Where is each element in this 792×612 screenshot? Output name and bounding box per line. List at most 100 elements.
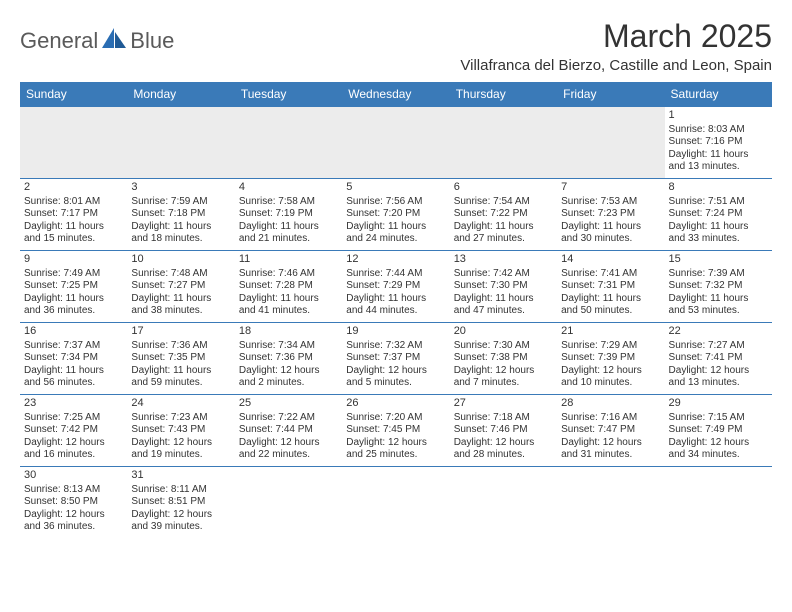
daylight-text: and 36 minutes. (24, 305, 123, 318)
calendar-day-cell: 28Sunrise: 7:16 AMSunset: 7:47 PMDayligh… (557, 395, 664, 467)
day-number: 27 (454, 397, 553, 411)
daylight-text: Daylight: 11 hours (346, 293, 445, 306)
sunset-text: Sunset: 7:43 PM (131, 424, 230, 437)
daylight-text: Daylight: 12 hours (454, 365, 553, 378)
daylight-text: and 28 minutes. (454, 449, 553, 462)
daylight-text: Daylight: 12 hours (346, 437, 445, 450)
daylight-text: and 13 minutes. (669, 161, 768, 174)
day-number: 1 (669, 109, 768, 123)
day-number: 7 (561, 181, 660, 195)
daylight-text: and 53 minutes. (669, 305, 768, 318)
sunset-text: Sunset: 7:22 PM (454, 208, 553, 221)
sunrise-text: Sunrise: 8:03 AM (669, 124, 768, 137)
daylight-text: and 38 minutes. (131, 305, 230, 318)
sunrise-text: Sunrise: 7:16 AM (561, 412, 660, 425)
sunrise-text: Sunrise: 7:30 AM (454, 340, 553, 353)
calendar-day-cell: 26Sunrise: 7:20 AMSunset: 7:45 PMDayligh… (342, 395, 449, 467)
daylight-text: Daylight: 12 hours (239, 365, 338, 378)
day-number: 6 (454, 181, 553, 195)
sunrise-text: Sunrise: 7:42 AM (454, 268, 553, 281)
daylight-text: and 27 minutes. (454, 233, 553, 246)
calendar-day-cell: 4Sunrise: 7:58 AMSunset: 7:19 PMDaylight… (235, 179, 342, 251)
daylight-text: and 5 minutes. (346, 377, 445, 390)
sunset-text: Sunset: 7:27 PM (131, 280, 230, 293)
sunset-text: Sunset: 7:30 PM (454, 280, 553, 293)
calendar-day-cell: 31Sunrise: 8:11 AMSunset: 8:51 PMDayligh… (127, 467, 234, 539)
sunrise-text: Sunrise: 7:37 AM (24, 340, 123, 353)
sunset-text: Sunset: 7:44 PM (239, 424, 338, 437)
daylight-text: and 41 minutes. (239, 305, 338, 318)
day-number: 3 (131, 181, 230, 195)
sunrise-text: Sunrise: 7:49 AM (24, 268, 123, 281)
sunrise-text: Sunrise: 7:20 AM (346, 412, 445, 425)
day-number: 12 (346, 253, 445, 267)
sunrise-text: Sunrise: 8:01 AM (24, 196, 123, 209)
sunrise-text: Sunrise: 7:32 AM (346, 340, 445, 353)
day-number: 2 (24, 181, 123, 195)
weekday-header: Saturday (665, 82, 772, 107)
page-subtitle: Villafranca del Bierzo, Castille and Leo… (20, 57, 772, 74)
daylight-text: and 2 minutes. (239, 377, 338, 390)
sunset-text: Sunset: 7:39 PM (561, 352, 660, 365)
sunrise-text: Sunrise: 7:48 AM (131, 268, 230, 281)
daylight-text: and 50 minutes. (561, 305, 660, 318)
sunrise-text: Sunrise: 7:29 AM (561, 340, 660, 353)
calendar-empty-cell (557, 107, 664, 179)
calendar-day-cell: 12Sunrise: 7:44 AMSunset: 7:29 PMDayligh… (342, 251, 449, 323)
daylight-text: and 10 minutes. (561, 377, 660, 390)
daylight-text: and 18 minutes. (131, 233, 230, 246)
calendar-day-cell: 3Sunrise: 7:59 AMSunset: 7:18 PMDaylight… (127, 179, 234, 251)
calendar-day-cell: 22Sunrise: 7:27 AMSunset: 7:41 PMDayligh… (665, 323, 772, 395)
sunset-text: Sunset: 8:51 PM (131, 496, 230, 509)
sunset-text: Sunset: 7:47 PM (561, 424, 660, 437)
sunset-text: Sunset: 8:50 PM (24, 496, 123, 509)
daylight-text: Daylight: 11 hours (239, 221, 338, 234)
calendar-empty-cell (127, 107, 234, 179)
daylight-text: Daylight: 11 hours (131, 293, 230, 306)
day-number: 20 (454, 325, 553, 339)
daylight-text: and 21 minutes. (239, 233, 338, 246)
day-number: 9 (24, 253, 123, 267)
calendar-day-cell: 11Sunrise: 7:46 AMSunset: 7:28 PMDayligh… (235, 251, 342, 323)
day-number: 16 (24, 325, 123, 339)
calendar-day-cell: 1Sunrise: 8:03 AMSunset: 7:16 PMDaylight… (665, 107, 772, 179)
sunrise-text: Sunrise: 7:56 AM (346, 196, 445, 209)
daylight-text: and 13 minutes. (669, 377, 768, 390)
calendar-day-cell: 19Sunrise: 7:32 AMSunset: 7:37 PMDayligh… (342, 323, 449, 395)
day-number: 21 (561, 325, 660, 339)
day-number: 17 (131, 325, 230, 339)
calendar-week-row: 30Sunrise: 8:13 AMSunset: 8:50 PMDayligh… (20, 467, 772, 539)
day-number: 11 (239, 253, 338, 267)
calendar-empty-cell (450, 107, 557, 179)
daylight-text: and 47 minutes. (454, 305, 553, 318)
sunrise-text: Sunrise: 7:36 AM (131, 340, 230, 353)
calendar-week-row: 23Sunrise: 7:25 AMSunset: 7:42 PMDayligh… (20, 395, 772, 467)
sunrise-text: Sunrise: 7:51 AM (669, 196, 768, 209)
weekday-header: Monday (127, 82, 234, 107)
calendar-day-cell: 24Sunrise: 7:23 AMSunset: 7:43 PMDayligh… (127, 395, 234, 467)
day-number: 30 (24, 469, 123, 483)
daylight-text: and 34 minutes. (669, 449, 768, 462)
daylight-text: Daylight: 11 hours (454, 293, 553, 306)
sunrise-text: Sunrise: 7:23 AM (131, 412, 230, 425)
calendar-day-cell: 13Sunrise: 7:42 AMSunset: 7:30 PMDayligh… (450, 251, 557, 323)
calendar-day-cell: 5Sunrise: 7:56 AMSunset: 7:20 PMDaylight… (342, 179, 449, 251)
daylight-text: Daylight: 12 hours (561, 437, 660, 450)
sunrise-text: Sunrise: 7:46 AM (239, 268, 338, 281)
day-number: 18 (239, 325, 338, 339)
sunset-text: Sunset: 7:18 PM (131, 208, 230, 221)
calendar-empty-cell (235, 467, 342, 539)
calendar-week-row: 1Sunrise: 8:03 AMSunset: 7:16 PMDaylight… (20, 107, 772, 179)
weekday-header: Thursday (450, 82, 557, 107)
sunset-text: Sunset: 7:35 PM (131, 352, 230, 365)
daylight-text: Daylight: 11 hours (24, 293, 123, 306)
daylight-text: Daylight: 12 hours (24, 437, 123, 450)
calendar-day-cell: 8Sunrise: 7:51 AMSunset: 7:24 PMDaylight… (665, 179, 772, 251)
calendar-day-cell: 20Sunrise: 7:30 AMSunset: 7:38 PMDayligh… (450, 323, 557, 395)
sunset-text: Sunset: 7:34 PM (24, 352, 123, 365)
weekday-header: Tuesday (235, 82, 342, 107)
daylight-text: Daylight: 11 hours (346, 221, 445, 234)
daylight-text: Daylight: 12 hours (346, 365, 445, 378)
calendar-day-cell: 16Sunrise: 7:37 AMSunset: 7:34 PMDayligh… (20, 323, 127, 395)
daylight-text: Daylight: 11 hours (561, 293, 660, 306)
